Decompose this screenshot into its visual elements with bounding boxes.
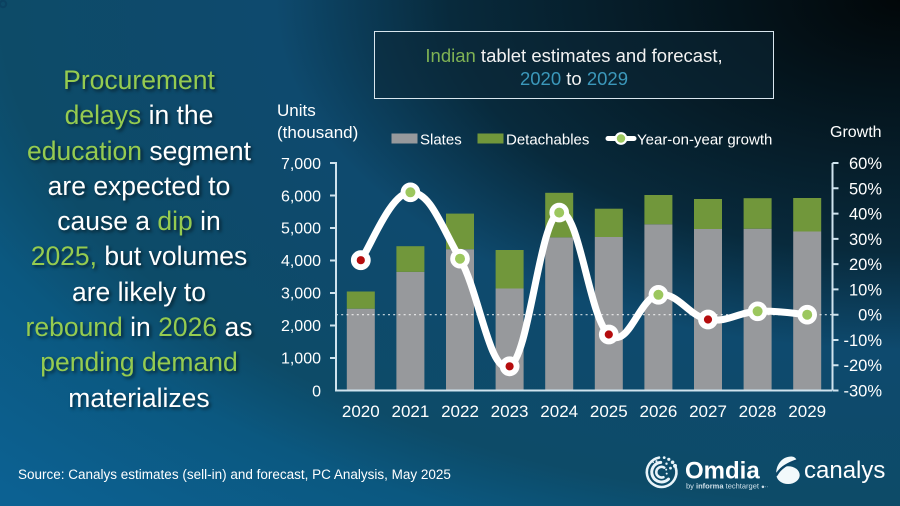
svg-text:2022: 2022 (441, 402, 479, 421)
svg-text:1,000: 1,000 (281, 351, 321, 368)
svg-text:canalys: canalys (804, 457, 885, 484)
svg-text:6,000: 6,000 (281, 188, 321, 205)
svg-text:0: 0 (312, 383, 321, 400)
svg-text:2028: 2028 (739, 402, 777, 421)
svg-text:2021: 2021 (391, 402, 429, 421)
svg-text:2020: 2020 (342, 402, 380, 421)
svg-text:2029: 2029 (788, 402, 826, 421)
svg-text:10%: 10% (849, 281, 882, 299)
svg-text:60%: 60% (849, 155, 882, 173)
svg-text:Slates: Slates (420, 132, 462, 149)
svg-text:(thousand): (thousand) (277, 123, 358, 142)
svg-text:40%: 40% (849, 206, 882, 224)
svg-text:Omdia: Omdia (685, 458, 760, 485)
svg-text:30%: 30% (849, 231, 882, 249)
svg-text:20%: 20% (849, 256, 882, 274)
svg-text:7,000: 7,000 (281, 156, 321, 173)
svg-text:5,000: 5,000 (281, 221, 321, 238)
svg-text:2,000: 2,000 (281, 318, 321, 335)
svg-text:0%: 0% (858, 307, 882, 325)
svg-text:2026: 2026 (639, 402, 677, 421)
svg-text:by informa techtarget ●··: by informa techtarget ●·· (686, 482, 769, 491)
svg-text:3,000: 3,000 (281, 286, 321, 303)
svg-text:-20%: -20% (843, 357, 882, 375)
svg-text:Growth: Growth (830, 124, 882, 141)
svg-text:-10%: -10% (843, 332, 882, 350)
svg-text:50%: 50% (849, 180, 882, 198)
svg-text:Units: Units (277, 101, 316, 120)
svg-text:4,000: 4,000 (281, 253, 321, 270)
svg-text:-30%: -30% (843, 383, 882, 401)
svg-text:Year-on-year growth: Year-on-year growth (637, 132, 772, 149)
svg-text:2025: 2025 (590, 402, 628, 421)
svg-text:2023: 2023 (491, 402, 529, 421)
svg-text:2027: 2027 (689, 402, 727, 421)
svg-text:2024: 2024 (540, 402, 578, 421)
svg-text:Detachables: Detachables (506, 132, 589, 149)
